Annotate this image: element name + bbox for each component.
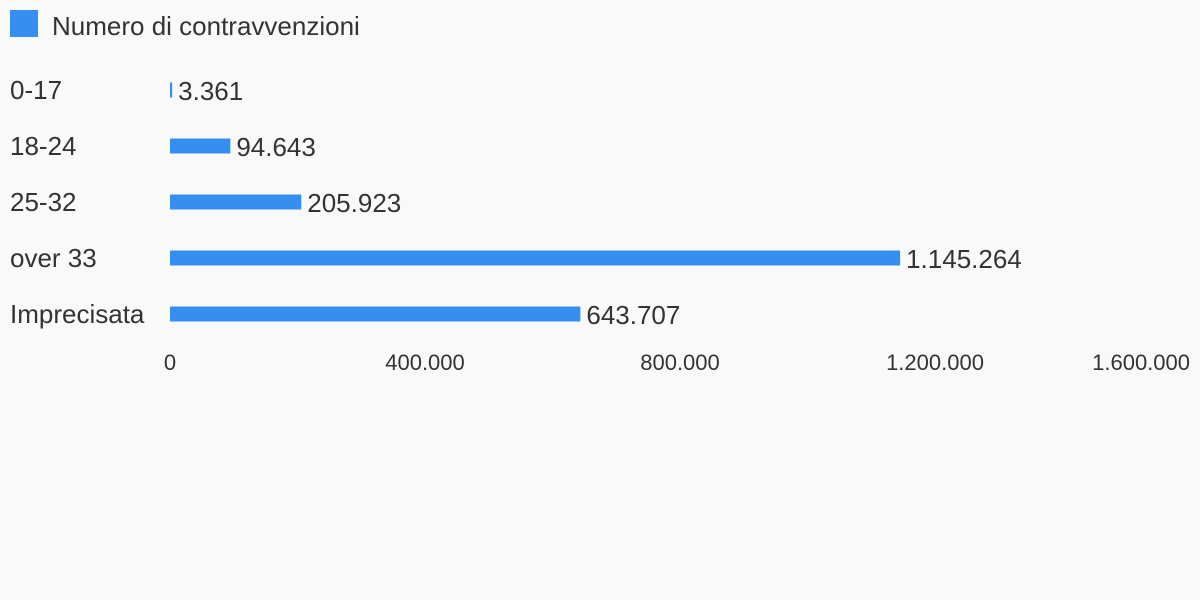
legend-swatch [10,10,38,37]
category-label: 25-32 [10,187,77,217]
category-label: Imprecisata [10,299,145,329]
legend-label: Numero di contravvenzioni [52,11,360,41]
x-axis-ticks: 0 400.000 800.000 1.200.000 1.600.000 [164,350,1190,375]
value-label: 205.923 [307,188,401,218]
category-label: 18-24 [10,131,77,161]
category-labels: 0-17 18-24 25-32 over 33 Imprecisata [10,75,145,329]
value-label: 1.145.264 [906,244,1022,274]
bar [170,82,173,98]
bar [170,194,302,210]
value-label: 643.707 [586,300,680,330]
x-tick-label: 400.000 [385,350,465,375]
category-label: over 33 [10,243,97,273]
x-tick-label: 0 [164,350,176,375]
bar [170,306,581,322]
value-labels: 3.361 94.643 205.923 1.145.264 643.707 [178,76,1022,330]
value-label: 94.643 [236,132,316,162]
bars [170,82,901,322]
value-label: 3.361 [178,76,243,106]
category-label: 0-17 [10,75,62,105]
legend: Numero di contravvenzioni [10,10,360,41]
x-tick-label: 800.000 [640,350,720,375]
x-tick-label: 1.600.000 [1092,350,1190,375]
bar [170,138,231,154]
x-tick-label: 1.200.000 [886,350,984,375]
bar [170,250,901,266]
